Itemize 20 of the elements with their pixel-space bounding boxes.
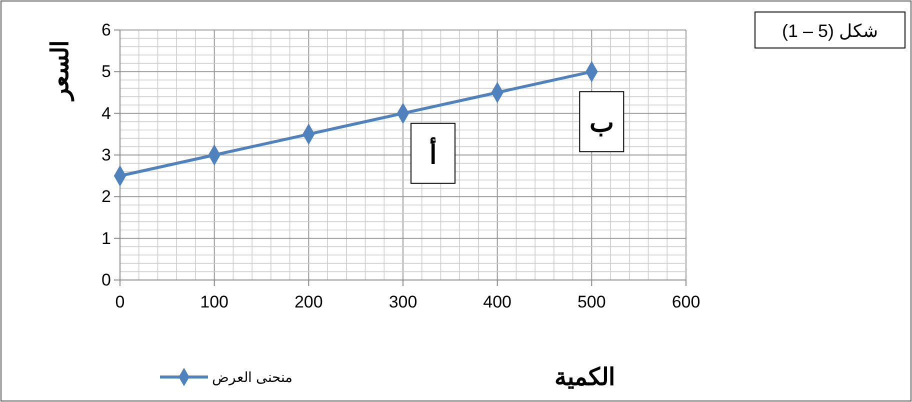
annotation: ب <box>590 108 614 138</box>
x-axis-title: الكمية <box>554 364 616 391</box>
y-tick-label: 6 <box>102 20 111 40</box>
x-tick-label: 0 <box>115 292 125 312</box>
y-tick-label: 2 <box>102 187 111 206</box>
y-axis-title: السعر <box>47 40 75 102</box>
x-tick-label: 200 <box>294 292 323 312</box>
y-tick-label: 3 <box>102 145 111 164</box>
x-tick-label: 300 <box>388 292 418 312</box>
y-tick-label: 5 <box>102 62 111 82</box>
text: شكل (5 – 1) <box>782 21 878 41</box>
x-tick-label: 100 <box>200 292 229 312</box>
legend-label: منحنى العرض <box>212 369 293 386</box>
annotation: أ <box>430 136 436 170</box>
x-tick-label: 500 <box>577 292 606 312</box>
x-tick-label: 600 <box>672 292 700 312</box>
y-tick-label: 4 <box>102 104 111 123</box>
x-tick-label: 400 <box>483 292 512 312</box>
y-tick-label: 1 <box>102 228 111 248</box>
y-tick-label: 0 <box>102 270 111 290</box>
